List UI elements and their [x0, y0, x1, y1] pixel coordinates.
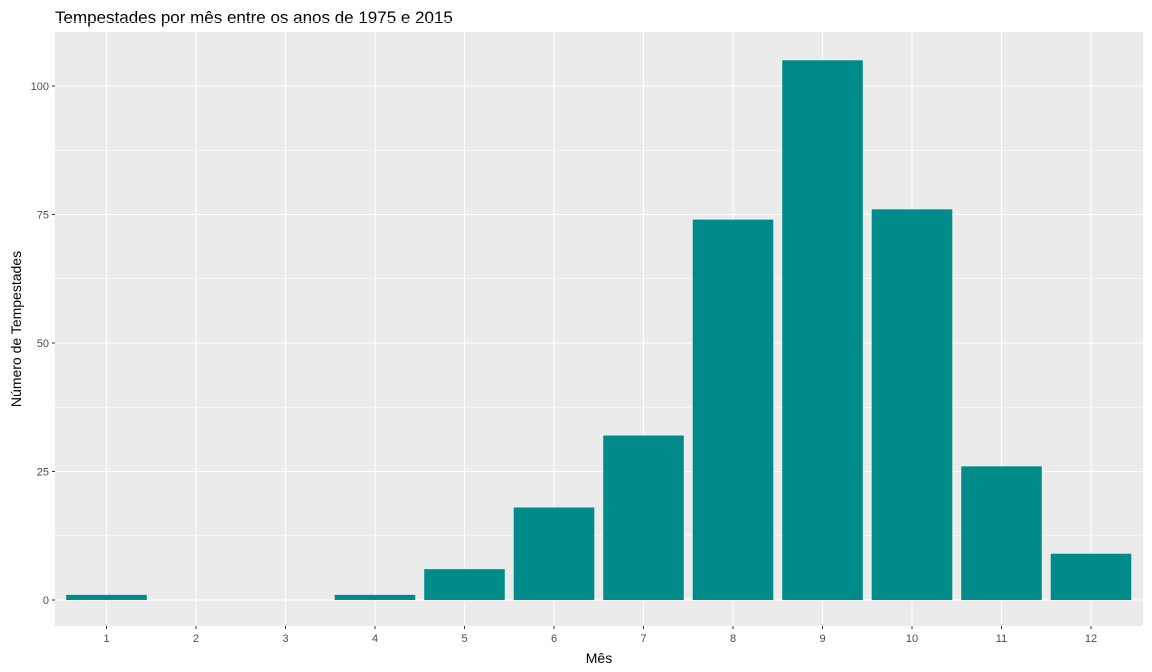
bar-month-4 [334, 594, 416, 600]
x-axis: 1 2 3 4 5 6 7 8 9 10 11 12 [103, 626, 1097, 645]
bar-month-10 [871, 209, 953, 601]
y-tick-label: 0 [43, 595, 49, 607]
x-tick-label: 5 [461, 633, 467, 645]
bar-month-12 [1050, 553, 1132, 600]
x-tick-label: 2 [193, 633, 199, 645]
y-tick-label: 25 [37, 467, 49, 479]
bars [66, 60, 1132, 601]
bar-month-1 [66, 594, 147, 600]
x-tick-label: 12 [1085, 633, 1097, 645]
x-tick-label: 11 [996, 633, 1007, 645]
bar-month-5 [424, 569, 505, 600]
x-tick-label: 7 [640, 633, 646, 645]
y-tick-label: 50 [37, 338, 49, 350]
y-tick-label: 100 [31, 81, 49, 93]
x-axis-title: Mês [586, 650, 612, 666]
y-axis-title: Número de Tempestades [8, 251, 24, 407]
chart-title: Tempestades por mês entre os anos de 197… [55, 8, 453, 27]
x-tick-label: 1 [103, 633, 109, 645]
bar-month-6 [513, 507, 595, 600]
x-tick-label: 6 [551, 633, 557, 645]
bar-month-7 [603, 435, 684, 600]
x-tick-label: 4 [372, 633, 378, 645]
bar-month-8 [692, 219, 774, 600]
y-tick-label: 75 [37, 210, 49, 222]
y-axis: 0 25 50 75 100 [31, 81, 55, 607]
x-tick-label: 10 [906, 633, 918, 645]
bar-month-11 [961, 466, 1042, 600]
x-tick-label: 3 [282, 633, 288, 645]
x-tick-label: 8 [730, 633, 736, 645]
x-tick-label: 9 [819, 633, 825, 645]
bar-month-9 [782, 60, 863, 601]
